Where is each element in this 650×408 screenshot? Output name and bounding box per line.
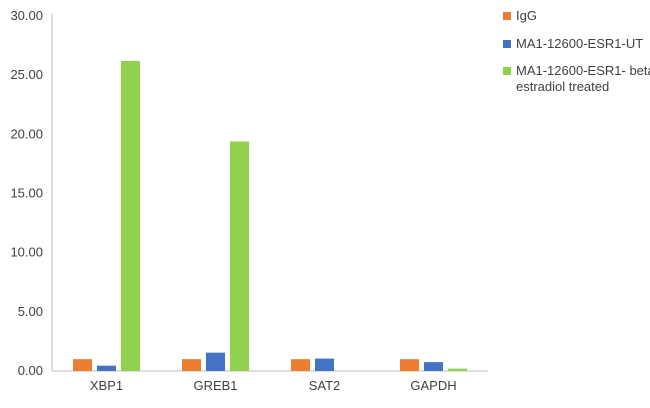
bar: [182, 359, 201, 371]
bar: [121, 60, 140, 371]
bar: [73, 359, 92, 371]
legend-label: MA1-12600-ESR1-UT: [516, 36, 643, 51]
bar: [97, 365, 116, 371]
x-tick-label: SAT2: [309, 378, 341, 393]
y-axis: 0.00 5.00 10.00 15.00 20.00 25.00 30.00: [10, 8, 53, 378]
legend-swatch: [503, 67, 511, 75]
x-axis: XBP1 GREB1 SAT2 GAPDH: [52, 370, 488, 393]
x-tick-label: GAPDH: [410, 378, 456, 393]
bar: [424, 362, 443, 372]
bar: [315, 358, 334, 371]
legend-swatch: [503, 12, 511, 20]
y-tick-label: 30.00: [10, 8, 43, 23]
legend-swatch: [503, 40, 511, 48]
bar: [230, 141, 249, 371]
legend-label: estradiol treated: [516, 79, 609, 94]
y-tick-label: 15.00: [10, 186, 43, 201]
bar: [206, 352, 225, 371]
x-tick-label: GREB1: [193, 378, 237, 393]
y-tick-label: 10.00: [10, 245, 43, 260]
bar: [291, 359, 310, 371]
y-tick-label: 25.00: [10, 67, 43, 82]
y-tick-label: 0.00: [18, 363, 43, 378]
bar: [400, 359, 419, 371]
bar: [448, 368, 467, 371]
legend: IgG MA1-12600-ESR1-UT MA1-12600-ESR1- beta…: [503, 8, 650, 94]
legend-label: MA1-12600-ESR1- beta: [516, 63, 650, 78]
legend-label: IgG: [516, 8, 537, 23]
bars: [73, 60, 467, 372]
y-tick-label: 20.00: [10, 126, 43, 141]
y-tick-label: 5.00: [18, 304, 43, 319]
x-tick-label: XBP1: [90, 378, 123, 393]
